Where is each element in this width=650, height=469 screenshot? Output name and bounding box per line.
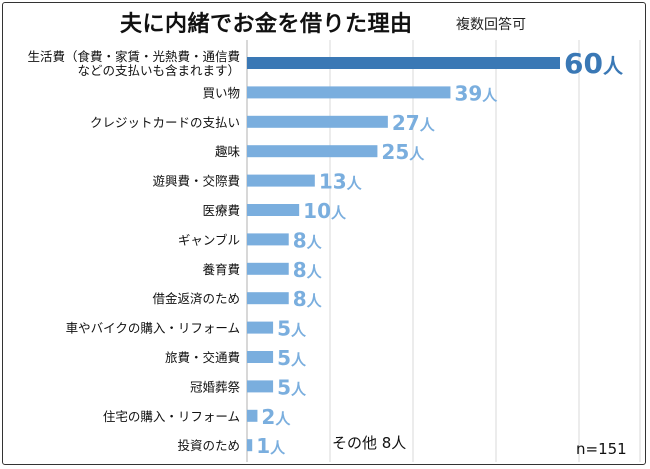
- value-label: 13人: [319, 170, 363, 194]
- category-label: 投資のため: [177, 438, 240, 453]
- value-label: 5人: [277, 375, 307, 399]
- value-label: 25人: [381, 140, 425, 164]
- value-label: 60人: [564, 47, 624, 80]
- bar: [247, 115, 388, 128]
- bar: [247, 57, 560, 69]
- category-label: 住宅の購入・リフォーム: [103, 409, 240, 424]
- category-label: ギャンブル: [178, 232, 240, 247]
- value-label: 8人: [293, 287, 323, 311]
- value-label: 8人: [293, 258, 323, 282]
- category-label: 買い物: [202, 85, 240, 100]
- value-label: 39人: [454, 81, 498, 105]
- category-label: 医療費: [202, 203, 240, 218]
- chart-subtitle: 複数回答可: [456, 17, 526, 33]
- category-label: 旅費・交通費: [165, 350, 240, 365]
- category-label: などの支払いも含まれます）: [77, 63, 240, 78]
- other-note: その他 8人: [332, 434, 407, 452]
- chart-title: 夫に内緒でお金を借りた理由: [120, 12, 413, 37]
- category-label: 冠婚葬祭: [190, 379, 241, 394]
- category-label: 趣味: [215, 144, 241, 159]
- bar: [247, 409, 258, 422]
- bar: [247, 380, 274, 393]
- bar: [247, 204, 300, 216]
- chart-frame: [2, 2, 646, 465]
- value-label: 8人: [293, 228, 323, 252]
- bar: [247, 145, 378, 158]
- category-label: 生活費（食費・家賃・光熱費・通信費: [27, 49, 240, 64]
- value-label: 27人: [392, 111, 436, 135]
- bar: [247, 86, 451, 99]
- category-label: 遊興費・交際費: [152, 174, 240, 189]
- value-label: 10人: [303, 199, 347, 223]
- value-label: 5人: [277, 346, 307, 370]
- value-label: 2人: [261, 405, 291, 429]
- bar: [247, 292, 289, 305]
- value-label: 5人: [277, 317, 307, 341]
- bar: [247, 233, 289, 246]
- category-label: 車やバイクの購入・リフォーム: [66, 321, 240, 336]
- category-label: 養育費: [202, 262, 240, 277]
- bar: [247, 321, 274, 334]
- category-label: 借金返済のため: [152, 291, 240, 306]
- bar: [247, 439, 253, 452]
- bar: [247, 351, 274, 363]
- bar: [247, 262, 289, 275]
- category-label: クレジットカードの支払い: [90, 115, 240, 130]
- value-label: 1人: [256, 434, 286, 458]
- bar: [247, 174, 315, 187]
- sample-size-note: n=151: [576, 440, 627, 458]
